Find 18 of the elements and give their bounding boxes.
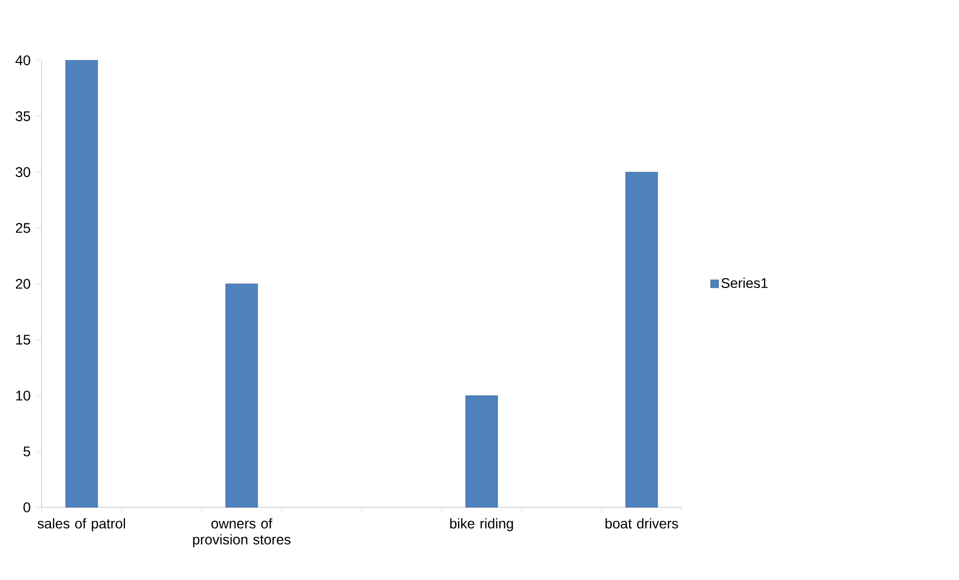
- y-tick-label: 0: [24, 502, 30, 512]
- bar: [465, 395, 498, 508]
- x-tick-label: owners of provision stores: [193, 518, 290, 548]
- y-tick-label: 10: [16, 390, 30, 401]
- y-tick-label: 15: [16, 334, 30, 345]
- x-tick-label: bike riding: [450, 518, 513, 532]
- x-tick-label: boat drivers: [606, 518, 678, 528]
- bar: [65, 60, 98, 508]
- y-tick-label: 30: [16, 167, 30, 178]
- y-tick-label: 40: [15, 55, 30, 66]
- bar: [625, 172, 658, 508]
- legend-label: Series1: [721, 278, 768, 288]
- y-tick-label: 5: [24, 446, 30, 456]
- y-tick-label: 25: [16, 223, 30, 233]
- y-tick-label: 20: [16, 278, 30, 289]
- x-tick-label: sales of patrol: [38, 518, 126, 532]
- bar: [225, 284, 258, 508]
- y-tick-label: 35: [16, 111, 30, 122]
